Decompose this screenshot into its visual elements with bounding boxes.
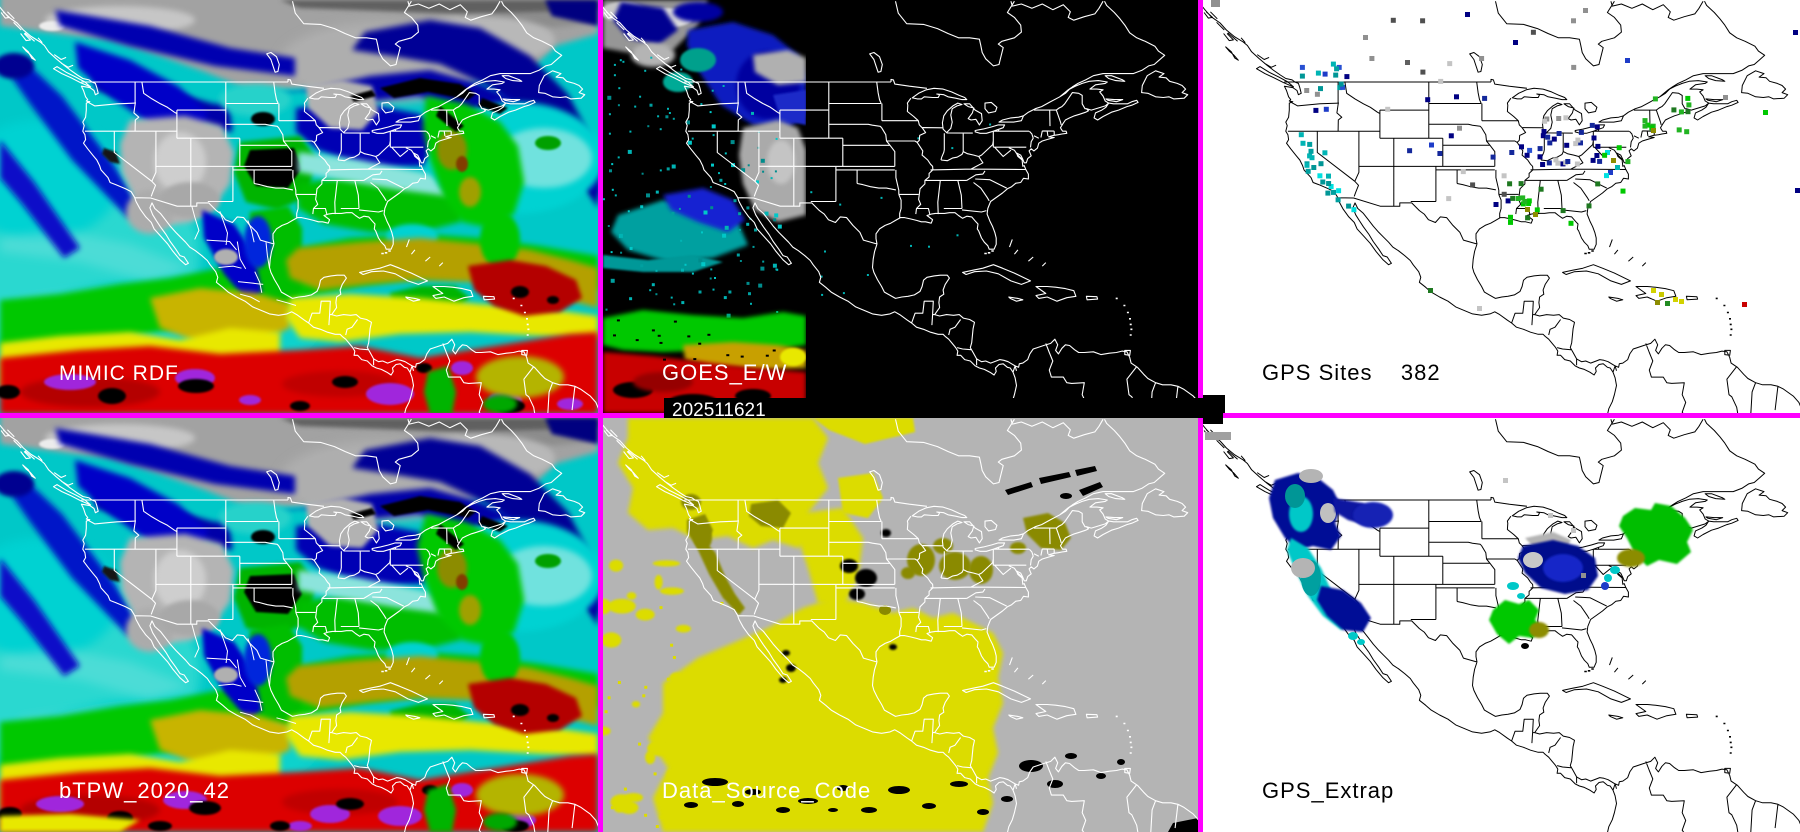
svg-text:GPS_Extrap: GPS_Extrap [1262,778,1394,803]
svg-text:MIMIC RDF: MIMIC RDF [59,362,179,385]
svg-text:Data_Source_Code: Data_Source_Code [662,778,871,803]
svg-text:GOES_E/W: GOES_E/W [662,360,787,385]
svg-text:GPS Sites 382: GPS Sites 382 [1262,360,1441,385]
svg-text:bTPW_2020_42: bTPW_2020_42 [59,778,230,803]
